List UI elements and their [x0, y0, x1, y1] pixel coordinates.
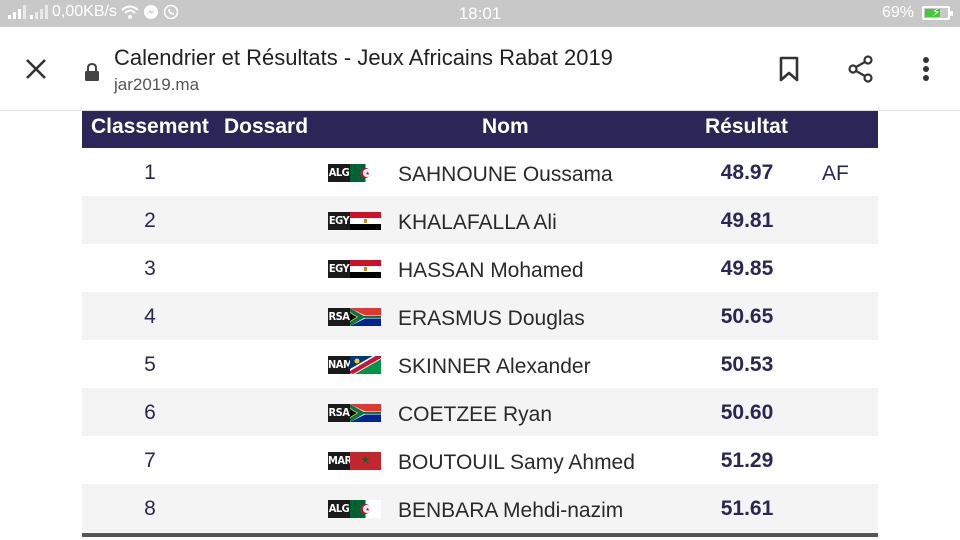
table-row: 8 ALG BENBARA Mehdi-nazim 51.61 [82, 484, 878, 532]
athlete-name: ERASMUS Douglas [398, 307, 585, 330]
row-result: 50.60 [720, 401, 774, 424]
country-code: MAR [328, 452, 352, 470]
country-flag: EGY [328, 212, 381, 230]
row-rank: 4 [144, 305, 156, 328]
table-bottom-border [82, 533, 878, 537]
header-bib: Dossard [224, 115, 309, 138]
flag-icon [350, 308, 381, 326]
country-flag: MAR [328, 452, 381, 470]
row-rank: 6 [144, 401, 156, 424]
row-rank: 8 [144, 497, 156, 520]
flag-icon [348, 354, 381, 374]
country-flag: RSA [328, 308, 381, 326]
athlete-name: BOUTOUIL Samy Ahmed [398, 451, 635, 474]
wifi-icon [121, 5, 139, 19]
header-name: Nom [482, 115, 529, 138]
table-header: Classement Dossard Nom Résultat [82, 111, 878, 148]
row-rank: 1 [144, 161, 156, 184]
row-result: 51.29 [720, 449, 774, 472]
country-flag: ALG [328, 164, 381, 182]
status-right: 69% ⚡ [881, 4, 953, 22]
flag-icon [350, 212, 381, 230]
country-code: NAM [328, 356, 353, 374]
record-badge: AF [822, 162, 849, 185]
battery-percent: 69% [881, 4, 914, 21]
athlete-name: KHALAFALLA Ali [398, 211, 557, 234]
page-title: Calendrier et Résultats - Jeux Africains… [114, 45, 613, 70]
viber-icon [163, 4, 179, 20]
flag-icon [350, 452, 381, 470]
results-table: Classement Dossard Nom Résultat 1 ALG SAHN… [82, 111, 878, 532]
country-code: EGY [328, 212, 350, 230]
browser-toolbar: Calendrier et Résultats - Jeux Africains… [0, 27, 960, 111]
row-rank: 7 [144, 449, 156, 472]
row-result: 50.65 [720, 305, 774, 328]
row-rank: 3 [144, 257, 156, 280]
table-row: 1 ALG SAHNOUNE Oussama 48.97 AF [82, 148, 878, 196]
table-row: 2 EGY KHALAFALLA Ali 49.81 [82, 196, 878, 244]
row-rank: 2 [144, 209, 156, 232]
status-left: 0,00KB/s [8, 3, 179, 21]
flag-icon [350, 260, 381, 278]
country-code: ALG [328, 164, 350, 182]
status-bar: 0,00KB/s 18:01 69% ⚡ [0, 0, 960, 27]
header-rank: Classement [91, 115, 209, 138]
row-result: 51.61 [720, 497, 774, 520]
messenger-icon [143, 5, 158, 19]
more-options-button[interactable] [910, 53, 942, 85]
country-flag: NAM [328, 354, 381, 374]
battery-icon: ⚡ [922, 5, 953, 20]
table-row: 6 RSA COETZEE Ryan 50.60 [82, 388, 878, 436]
row-rank: 5 [144, 353, 156, 376]
battery-fill [925, 9, 941, 17]
share-icon [848, 55, 873, 83]
flag-icon [350, 164, 381, 182]
country-code: RSA [328, 308, 350, 326]
table-row: 3 EGY HASSAN Mohamed 49.85 [82, 244, 878, 292]
country-flag: RSA [328, 404, 381, 422]
athlete-name: COETZEE Ryan [398, 403, 553, 426]
row-result: 49.85 [720, 257, 774, 280]
athlete-name: SKINNER Alexander [398, 355, 591, 378]
country-flag: ALG [328, 500, 381, 518]
flag-icon [350, 404, 381, 422]
bookmark-button[interactable] [773, 53, 805, 85]
close-button[interactable] [20, 53, 52, 85]
header-result: Résultat [705, 115, 788, 138]
page-url[interactable]: jar2019.ma [114, 75, 200, 94]
row-result: 48.97 [720, 161, 774, 184]
signal-2-icon [30, 5, 48, 19]
country-code: EGY [328, 260, 350, 278]
row-result: 49.81 [720, 209, 774, 232]
lock-icon [84, 62, 100, 87]
table-row: 4 RSA ERASMUS Douglas 50.65 [82, 292, 878, 340]
athlete-name: BENBARA Mehdi-nazim [398, 499, 624, 522]
flag-icon [350, 500, 381, 518]
table-body: 1 ALG SAHNOUNE Oussama 48.97 AF 2 EGY KHALAFALL… [82, 148, 878, 532]
share-button[interactable] [845, 53, 877, 85]
table-row: 5 NAM SKINNER Alexander 50.53 [82, 340, 878, 388]
athlete-name: HASSAN Mohamed [398, 259, 584, 282]
more-vertical-icon [923, 57, 929, 81]
athlete-name: SAHNOUNE Oussama [398, 163, 613, 186]
network-speed: 0,00KB/s [52, 3, 117, 20]
charging-icon: ⚡ [932, 5, 941, 19]
row-result: 50.53 [720, 353, 774, 376]
close-icon [26, 59, 46, 79]
country-code: RSA [328, 404, 350, 422]
signal-icon [8, 5, 26, 19]
country-flag: EGY [328, 260, 381, 278]
country-code: ALG [328, 500, 350, 518]
table-row: 7 MAR BOUTOUIL Samy Ahmed 51.29 [82, 436, 878, 484]
clock: 18:01 [458, 4, 502, 23]
bookmark-icon [779, 56, 799, 82]
